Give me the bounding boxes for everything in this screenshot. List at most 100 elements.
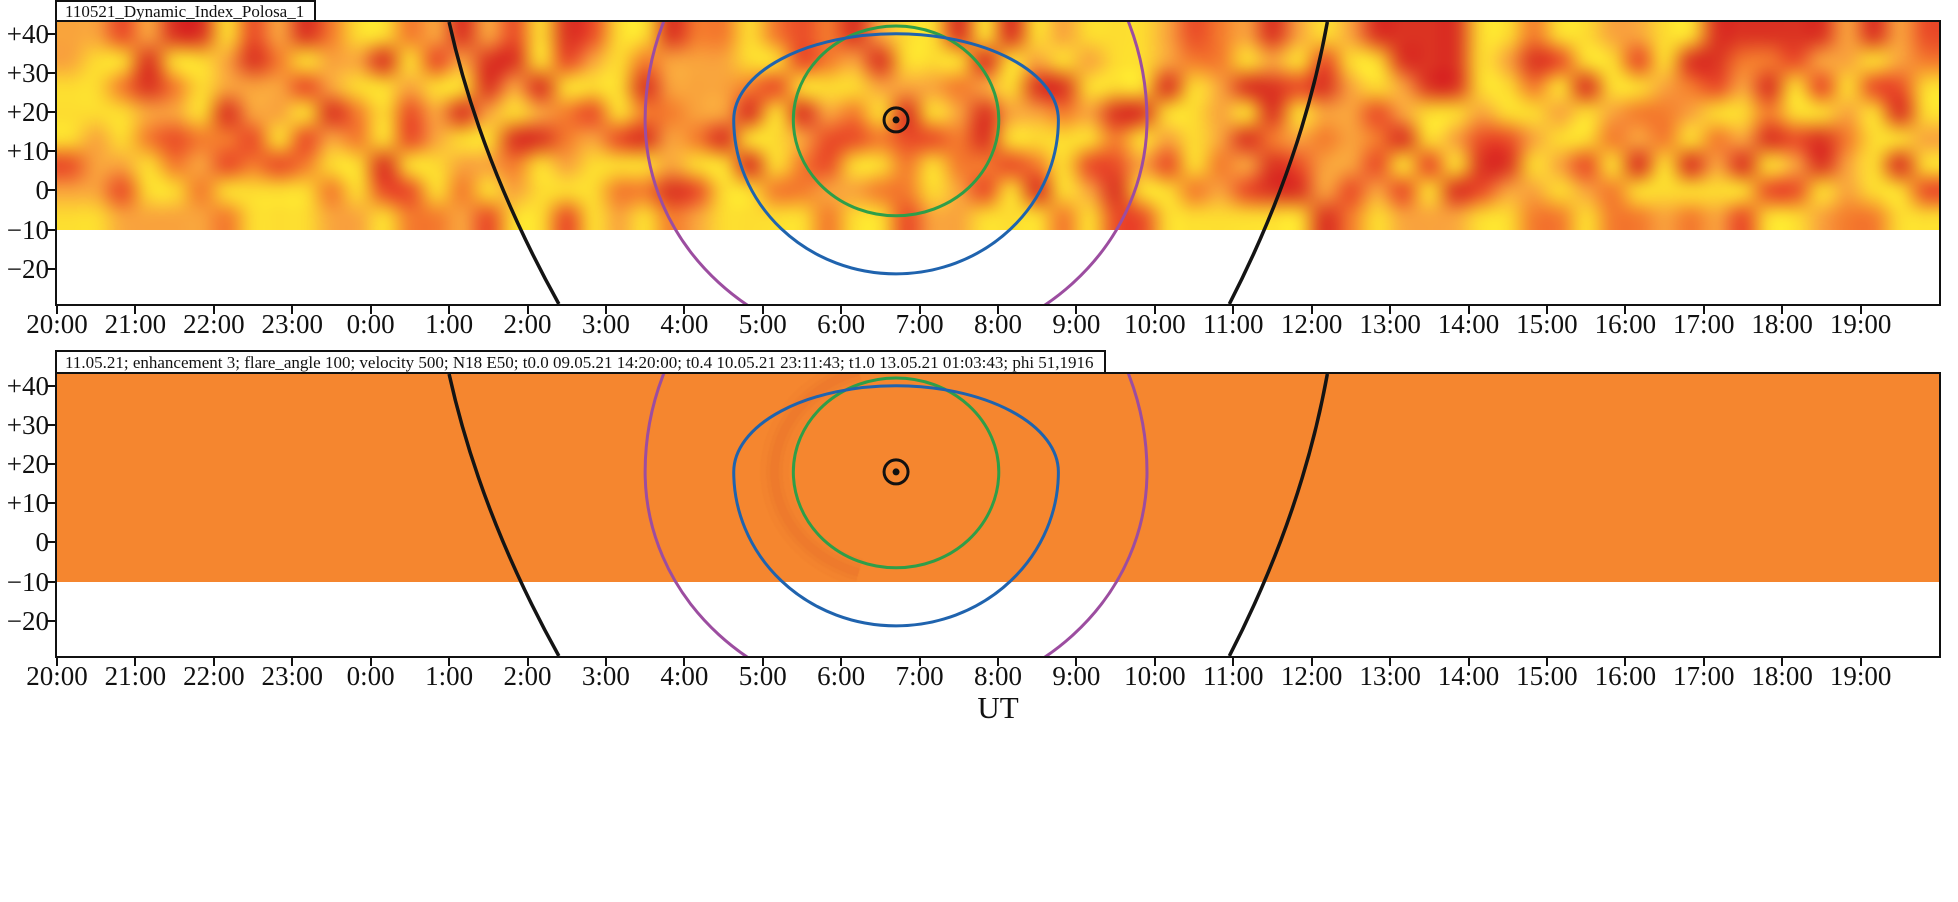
x-tick-label: 23:00: [261, 661, 323, 691]
y-tick-mark: [47, 384, 55, 387]
y-tick-mark: [47, 502, 55, 505]
x-tick-mark: [1075, 658, 1078, 666]
x-tick-mark: [1075, 306, 1078, 314]
overlay-rings-terminators-model: [447, 374, 1330, 656]
y-tick-mark: [47, 111, 55, 114]
y-tick-label: +20: [6, 449, 49, 480]
x-tick-label: 19:00: [1829, 309, 1892, 339]
x-tick-mark: [761, 306, 764, 314]
y-tick-label: +30: [6, 57, 49, 88]
y-tick-mark: [47, 463, 55, 466]
y-tick-label: −20: [6, 253, 49, 284]
x-tick-mark: [683, 658, 686, 666]
x-tick-mark: [1702, 658, 1705, 666]
x-tick-label: 2:00: [503, 309, 552, 339]
plot-area-model: [55, 372, 1941, 658]
x-tick-label: 2:00: [503, 661, 552, 691]
plot-area-observed: [55, 20, 1941, 306]
x-tick-label: 0:00: [346, 661, 395, 691]
y-tick-label: +30: [6, 409, 49, 440]
x-tick-label: 13:00: [1359, 309, 1421, 339]
x-tick-mark: [1389, 658, 1392, 666]
panel-title-observed: 110521_Dynamic_Index_Polosa_1: [55, 0, 317, 20]
y-tick-mark: [47, 580, 55, 583]
x-tick-mark: [1624, 658, 1627, 666]
x-tick-label: 5:00: [738, 309, 787, 339]
sun-symbol-dot: [892, 116, 900, 124]
x-tick-mark: [604, 306, 607, 314]
y-tick-label: +10: [6, 488, 49, 519]
x-tick-mark: [291, 306, 294, 314]
x-tick-label: 8:00: [973, 661, 1022, 691]
sun-symbol: [882, 458, 910, 486]
x-tick-label: 17:00: [1672, 661, 1735, 691]
x-tick-mark: [526, 658, 529, 666]
x-tick-mark: [1859, 658, 1862, 666]
middle-ring-blue: [732, 384, 1060, 628]
y-tick-mark: [47, 228, 55, 231]
x-tick-mark: [369, 306, 372, 314]
x-tick-mark: [369, 658, 372, 666]
x-tick-label: 21:00: [104, 309, 167, 339]
x-tick-mark: [997, 658, 999, 666]
y-tick-label: −10: [6, 214, 49, 245]
x-tick-mark: [1467, 658, 1470, 666]
x-tick-label: 4:00: [660, 309, 709, 339]
x-tick-label: 18:00: [1751, 309, 1813, 339]
x-tick-label: 14:00: [1437, 309, 1500, 339]
x-tick-label: 20:00: [26, 309, 88, 339]
x-tick-label: 15:00: [1516, 309, 1578, 339]
x-tick-mark: [1545, 658, 1548, 666]
y-tick-label: −20: [6, 605, 49, 636]
x-tick-mark: [761, 658, 764, 666]
x-axis-title: UT: [977, 690, 1019, 725]
x-tick-mark: [1153, 306, 1156, 314]
x-tick-label: 3:00: [581, 309, 630, 339]
x-tick-mark: [1232, 306, 1235, 314]
y-tick-mark: [47, 32, 55, 35]
x-tick-mark: [134, 658, 137, 666]
y-tick-label: 0: [35, 527, 50, 558]
x-tick-mark: [212, 658, 215, 666]
x-tick-label: 20:00: [26, 661, 88, 691]
x-tick-mark: [1310, 658, 1313, 666]
x-tick-label: 0:00: [346, 309, 395, 339]
x-tick-mark: [1467, 306, 1470, 314]
x-tick-label: 1:00: [425, 309, 474, 339]
overlay-rings-terminators-observed: [447, 22, 1330, 304]
y-tick-mark: [47, 189, 55, 192]
x-tick-mark: [918, 658, 921, 666]
x-tick-label: 3:00: [581, 661, 630, 691]
x-tick-mark: [1859, 306, 1862, 314]
x-tick-label: 7:00: [895, 661, 944, 691]
x-tick-mark: [840, 306, 843, 314]
sun-symbol-dot: [892, 468, 900, 476]
outer-ring-purple: [643, 22, 1149, 304]
x-tick-mark: [1389, 306, 1392, 314]
x-tick-mark: [1781, 306, 1784, 314]
x-tick-label: 9:00: [1052, 309, 1101, 339]
y-tick-mark: [47, 423, 55, 426]
y-tick-label: +20: [6, 97, 49, 128]
x-tick-mark: [448, 306, 451, 314]
x-tick-label: 21:00: [104, 661, 167, 691]
x-tick-mark: [291, 658, 294, 666]
x-tick-label: 15:00: [1516, 661, 1578, 691]
x-tick-mark: [1781, 658, 1784, 666]
x-tick-label: 13:00: [1359, 661, 1421, 691]
x-tick-mark: [1310, 306, 1313, 314]
x-tick-label: 16:00: [1594, 661, 1657, 691]
middle-ring-blue: [732, 32, 1060, 276]
x-tick-mark: [1232, 658, 1235, 666]
morning-terminator-curve: [447, 22, 561, 304]
x-tick-label: 10:00: [1124, 309, 1186, 339]
x-tick-mark: [134, 306, 137, 314]
evening-terminator-curve: [1227, 22, 1330, 304]
x-tick-label: 22:00: [183, 661, 245, 691]
x-tick-mark: [997, 306, 999, 314]
x-tick-mark: [448, 658, 451, 666]
x-tick-label: 7:00: [895, 309, 944, 339]
y-tick-mark: [47, 267, 55, 270]
x-tick-label: 11:00: [1203, 309, 1264, 339]
